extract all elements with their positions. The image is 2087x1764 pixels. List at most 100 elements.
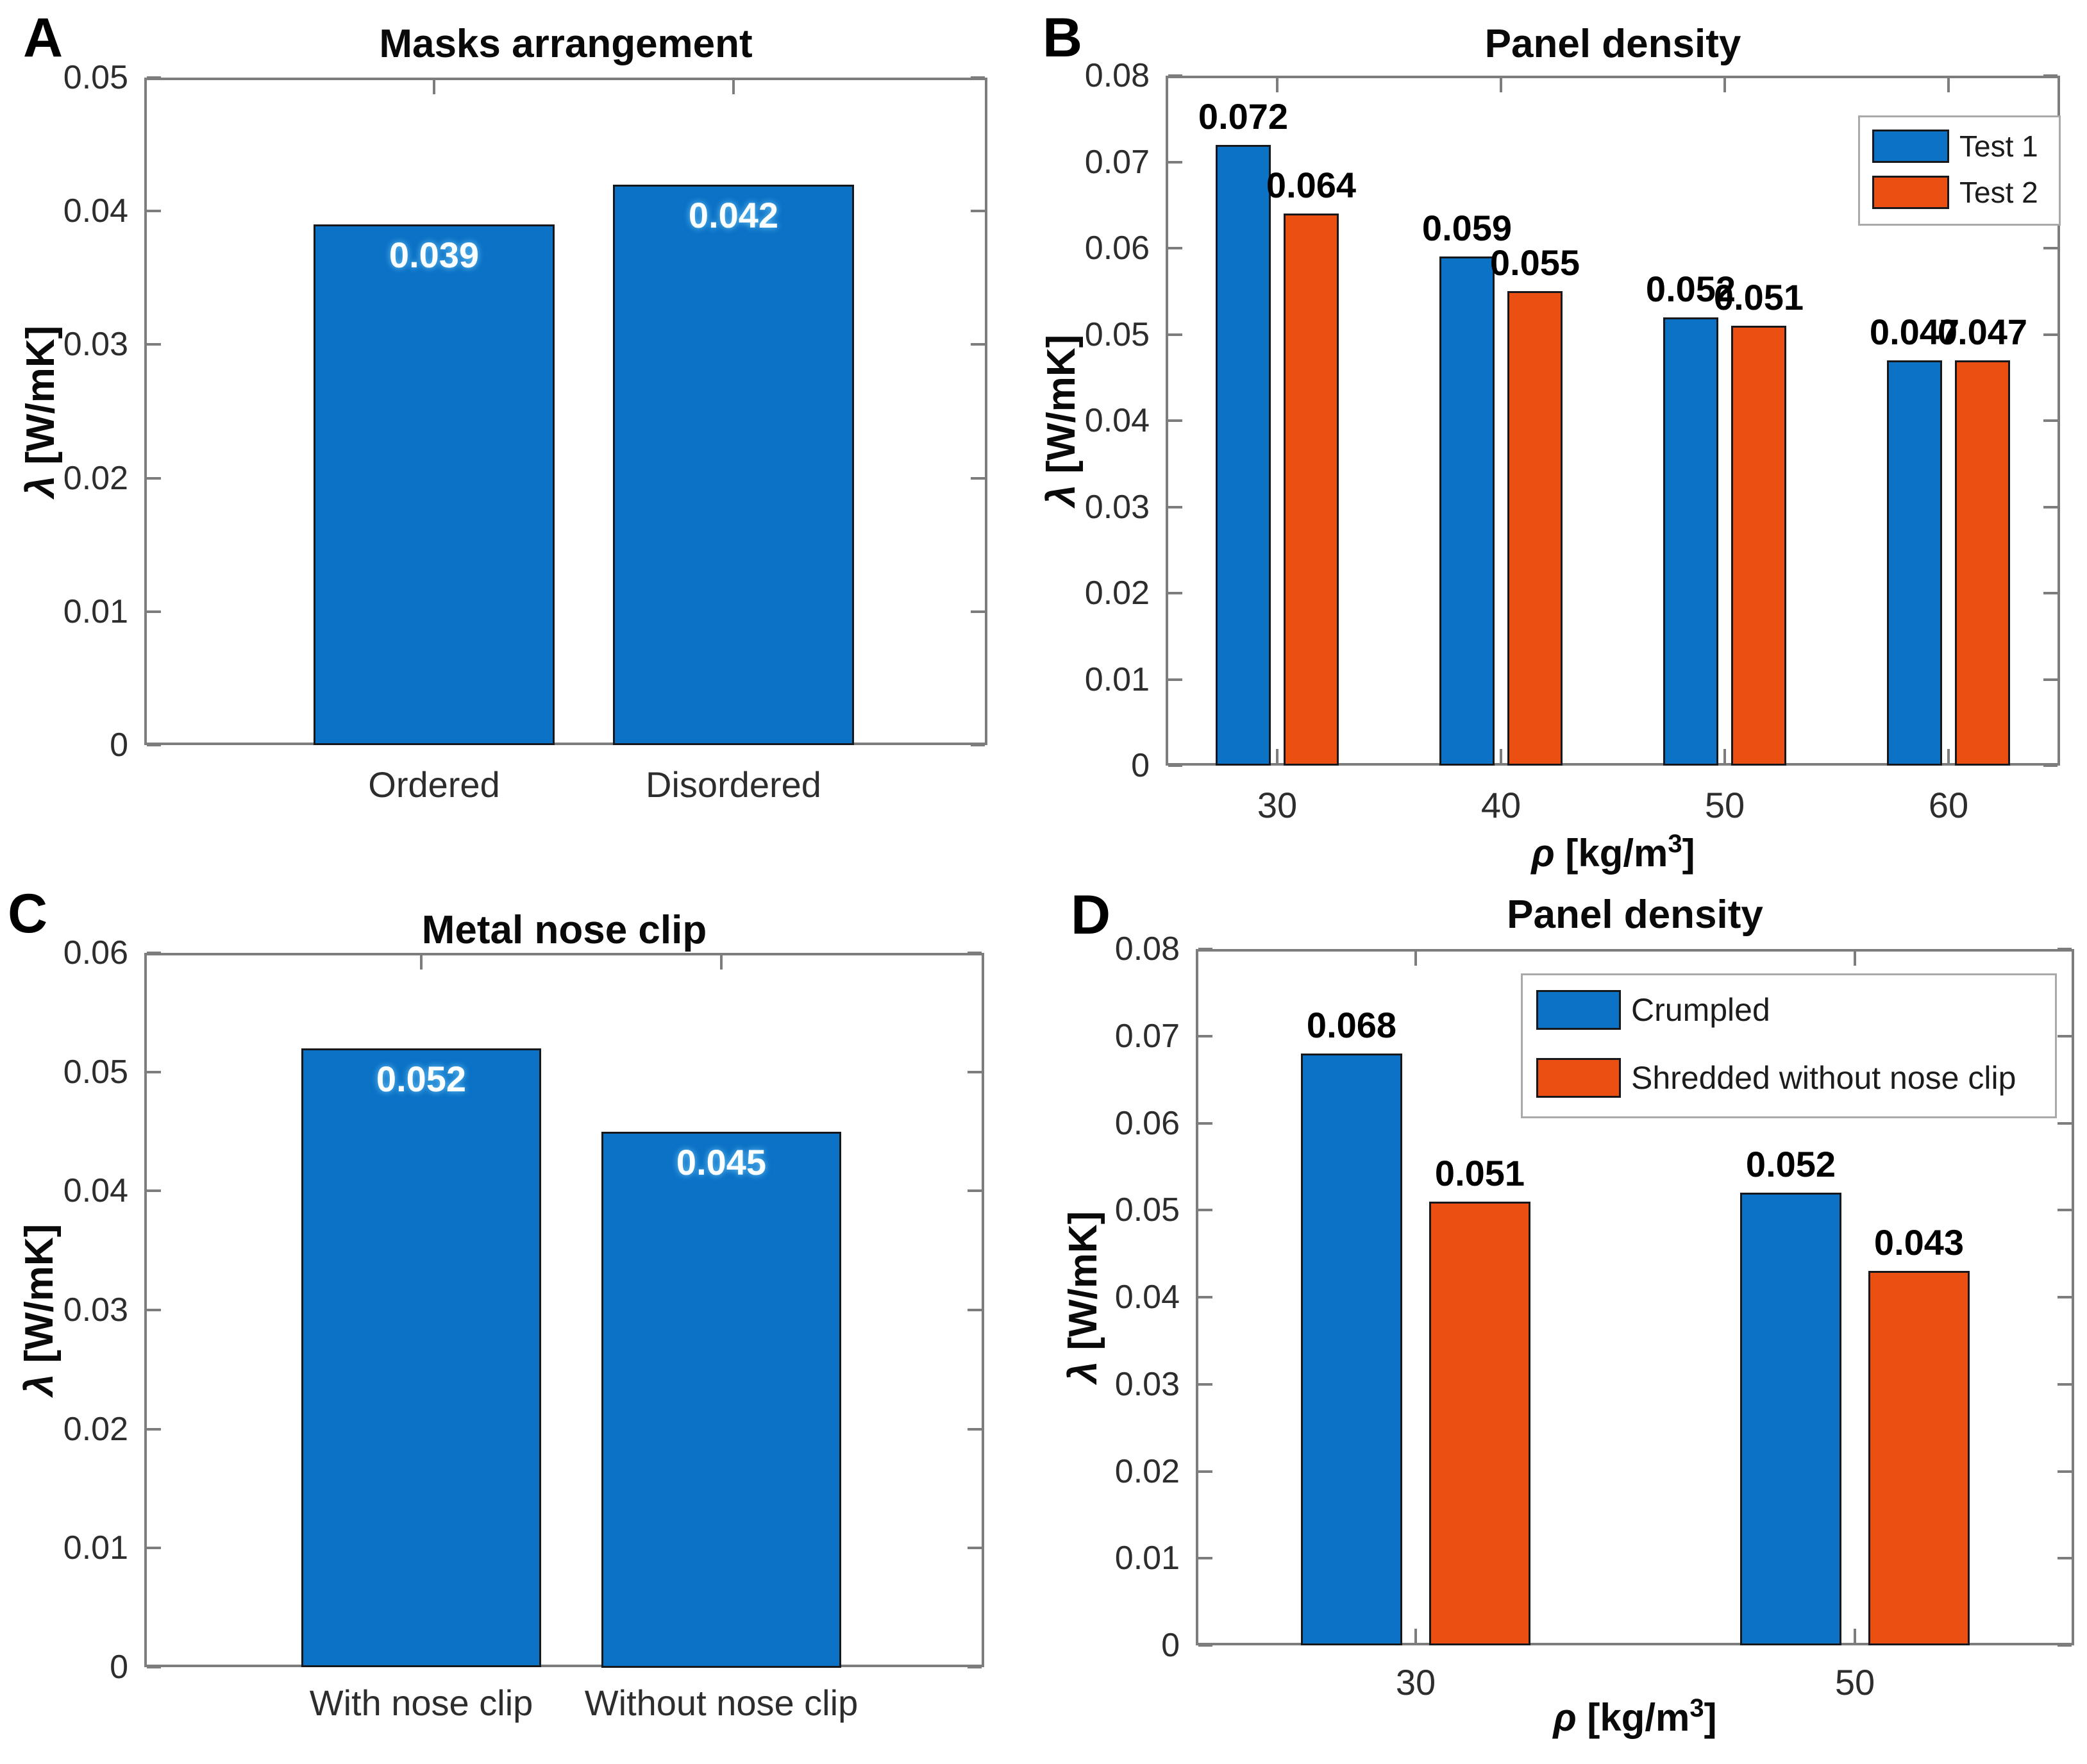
y-axis-label: λ [W/mK] (1039, 335, 1084, 507)
y-tick-mark (1198, 1470, 1212, 1473)
x-axis-label: ρ [kg/m3] (1531, 830, 1695, 875)
y-tick-label: 0 (1131, 747, 1150, 784)
y-axis-label: λ [W/mK] (1061, 1211, 1105, 1384)
y-tick-mark-right (2043, 247, 2058, 249)
x-axis-label-symbol: ρ (1531, 832, 1555, 875)
y-tick-label: 0.02 (63, 460, 128, 497)
bar-series0-cat3 (1887, 360, 1942, 766)
y-tick-mark (1198, 1035, 1212, 1037)
bar-value-label: 0.042 (688, 195, 779, 235)
y-tick-mark-right (2043, 678, 2058, 681)
legend-swatch-1 (1872, 130, 1949, 163)
x-axis-label-pre: [kg/m (1554, 832, 1668, 875)
y-tick-label: 0 (110, 727, 128, 764)
y-tick-mark-right (2058, 1383, 2072, 1386)
y-tick-label: 0.06 (1114, 1105, 1180, 1142)
x-tick-mark (1854, 1629, 1856, 1643)
y-tick-label: 0.03 (63, 326, 128, 363)
y-tick-mark-right (2043, 592, 2058, 594)
y-tick-mark (147, 1428, 161, 1431)
y-tick-label: 0.03 (1114, 1366, 1180, 1403)
x-tick-label: Disordered (646, 764, 821, 805)
bar-value-label: 0.064 (1266, 165, 1357, 205)
x-tick-label: With nose clip (309, 1683, 533, 1723)
y-tick-label: 0.06 (63, 934, 128, 971)
y-tick-label: 0.02 (1084, 575, 1150, 612)
x-tick-mark-top (1500, 78, 1502, 92)
x-axis-label-post: ] (1682, 832, 1695, 875)
y-axis-label-symbol: λ (1061, 1361, 1105, 1384)
x-tick-mark (1500, 749, 1502, 763)
bar-series0-cat0 (1216, 145, 1271, 766)
y-tick-label: 0.04 (63, 192, 128, 230)
plot-frame (1196, 949, 2074, 1645)
y-tick-mark (1198, 1383, 1212, 1386)
y-tick-mark (147, 1547, 161, 1549)
panel-letter: A (23, 7, 63, 69)
x-axis-label: ρ [kg/m3] (1553, 1694, 1716, 1739)
bar-series0-cat2 (1663, 317, 1718, 766)
legend-swatch-2 (1536, 1058, 1621, 1098)
x-axis-label-pre: [kg/m (1576, 1696, 1690, 1739)
panel-letter: D (1071, 884, 1111, 946)
y-tick-mark (1168, 592, 1182, 594)
y-tick-label: 0.01 (1114, 1540, 1180, 1577)
plot-frame (1166, 76, 2060, 766)
y-tick-label: 0.02 (1114, 1453, 1180, 1490)
legend-label-1: Test 1 (1959, 130, 2038, 163)
y-tick-mark (1198, 1557, 1212, 1559)
y-tick-label: 0.03 (1084, 489, 1150, 526)
legend-swatch-2 (1872, 176, 1949, 209)
y-tick-mark-right (2043, 419, 2058, 422)
x-tick-mark-top (1276, 78, 1278, 92)
x-tick-label: 30 (1257, 785, 1298, 825)
y-tick-label: 0.03 (63, 1291, 128, 1329)
y-tick-mark (1168, 333, 1182, 336)
y-tick-label: 0.07 (1114, 1018, 1180, 1055)
bar-series1-cat0 (1284, 214, 1339, 766)
x-tick-label: Ordered (368, 764, 500, 805)
y-tick-label: 0.01 (1084, 661, 1150, 698)
bar-cat1 (601, 1132, 841, 1668)
y-axis-label: λ [W/mK] (19, 326, 63, 498)
legend-swatch-1 (1536, 990, 1621, 1030)
y-axis-label-symbol: λ (19, 475, 63, 498)
y-tick-mark (1168, 74, 1182, 77)
bar-value-label: 0.052 (376, 1059, 467, 1099)
y-tick-mark-right (971, 76, 985, 79)
y-tick-mark (1168, 161, 1182, 164)
x-tick-mark (1414, 1629, 1417, 1643)
y-tick-mark-right (2058, 1296, 2072, 1298)
x-tick-mark-top (1854, 952, 1856, 966)
y-tick-mark-right (968, 952, 982, 954)
y-tick-label: 0.06 (1084, 230, 1150, 267)
chart-title: Panel density (1507, 893, 1763, 937)
chart-title: Panel density (1484, 22, 1741, 66)
chart-title: Metal nose clip (421, 908, 707, 952)
y-tick-label: 0.08 (1114, 930, 1180, 968)
y-tick-mark (147, 1666, 161, 1668)
y-axis-label-units: [W/mK] (1061, 1211, 1105, 1361)
y-tick-mark-right (971, 744, 985, 746)
bar-series1-cat1 (1868, 1271, 1970, 1645)
x-tick-label: 30 (1395, 1662, 1436, 1702)
y-tick-mark (147, 1071, 161, 1073)
bar-value-label: 0.051 (1434, 1153, 1525, 1193)
bar-series0-cat1 (1439, 256, 1495, 766)
x-axis-label-superscript: 3 (1668, 830, 1682, 858)
y-tick-mark (147, 744, 161, 746)
x-tick-mark-top (420, 955, 423, 970)
x-tick-mark-top (1414, 952, 1417, 966)
y-tick-mark-right (968, 1071, 982, 1073)
y-tick-mark-right (2043, 506, 2058, 508)
legend-label-1: Crumpled (1631, 992, 1770, 1028)
x-tick-label: Without nose clip (584, 1683, 859, 1723)
y-tick-mark (1198, 1122, 1212, 1125)
bar-series1-cat1 (1507, 291, 1563, 766)
x-tick-mark-top (720, 955, 723, 970)
bar-value-label: 0.043 (1873, 1222, 1965, 1263)
legend-label-2: Test 2 (1959, 176, 2038, 209)
y-tick-mark-right (971, 477, 985, 480)
y-tick-label: 0.08 (1084, 57, 1150, 94)
y-tick-mark (1168, 247, 1182, 249)
